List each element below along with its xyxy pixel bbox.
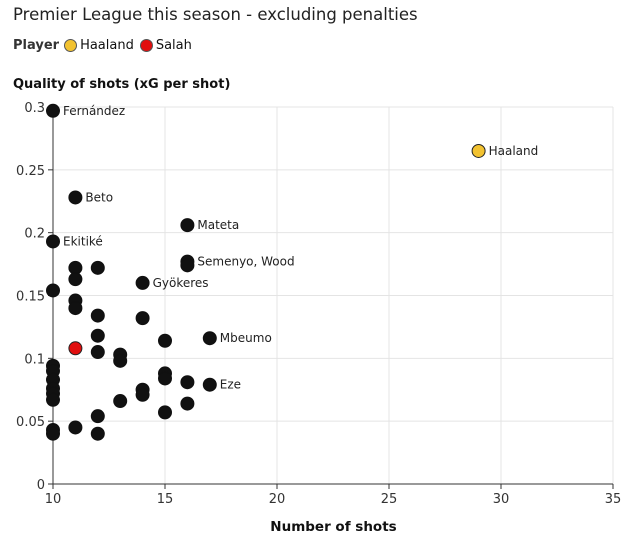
x-tick-label: 30 xyxy=(493,492,510,507)
legend-swatch-haaland xyxy=(64,39,78,52)
data-point xyxy=(158,371,172,386)
data-point xyxy=(180,396,195,411)
point-label: Beto xyxy=(85,190,113,204)
data-point xyxy=(46,234,60,249)
data-point xyxy=(68,301,83,316)
y-tick-label: 0.1 xyxy=(24,352,45,367)
y-tick-label: 0.3 xyxy=(24,101,45,116)
y-tick-label: 0.15 xyxy=(16,290,45,305)
y-tick-label: 0.25 xyxy=(16,164,45,179)
data-point xyxy=(90,328,105,343)
x-axis-label: Number of shots xyxy=(270,519,397,535)
legend-label-haaland: Haaland xyxy=(80,38,134,53)
data-point xyxy=(46,283,60,298)
data-point xyxy=(202,331,217,346)
data-point xyxy=(180,375,195,390)
legend-item-salah: Salah xyxy=(139,38,192,53)
data-point xyxy=(135,311,150,326)
legend-label-salah: Salah xyxy=(155,38,192,53)
data-point xyxy=(90,409,105,424)
x-tick-label: 10 xyxy=(45,492,62,507)
point-salah xyxy=(68,341,83,356)
data-point xyxy=(135,275,150,290)
point-label: Ekitiké xyxy=(63,234,103,248)
data-point xyxy=(202,377,217,392)
data-point xyxy=(90,260,105,275)
legend-item-haaland: Haaland xyxy=(64,38,134,53)
point-label: Mateta xyxy=(197,218,239,232)
data-point xyxy=(113,394,128,409)
data-point xyxy=(90,308,105,323)
point-label: Mbeumo xyxy=(220,331,272,345)
data-point xyxy=(113,353,128,368)
data-point xyxy=(46,392,60,407)
point-label: Haaland xyxy=(489,144,539,158)
data-point xyxy=(46,426,60,441)
data-point xyxy=(90,345,105,360)
point-label: Eze xyxy=(220,378,241,392)
point-label: Semenyo, Wood xyxy=(197,255,294,269)
x-tick-label: 20 xyxy=(269,492,286,507)
legend: Player Haaland Salah xyxy=(13,38,198,53)
x-tick-label: 15 xyxy=(157,492,174,507)
data-point xyxy=(180,218,195,233)
point-haaland xyxy=(471,143,486,158)
data-point xyxy=(46,103,60,118)
y-tick-label: 0.2 xyxy=(24,227,45,242)
y-tick-label: 0.05 xyxy=(16,415,45,430)
data-point xyxy=(90,426,105,441)
data-point xyxy=(68,190,83,205)
point-label: Gyökeres xyxy=(153,276,209,290)
x-tick-label: 25 xyxy=(381,492,398,507)
data-point xyxy=(68,420,83,435)
data-point xyxy=(158,333,172,348)
x-tick-label: 35 xyxy=(605,492,622,507)
chart-title: Premier League this season - excluding p… xyxy=(13,5,418,24)
data-point xyxy=(68,272,83,287)
data-point xyxy=(158,405,172,420)
y-axis-label: Quality of shots (xG per shot) xyxy=(13,77,231,92)
data-point xyxy=(180,258,195,273)
point-label: Fernández xyxy=(63,104,125,118)
y-tick-label: 0 xyxy=(37,478,45,493)
legend-title: Player xyxy=(13,38,60,53)
legend-swatch-salah xyxy=(139,39,153,52)
data-point xyxy=(135,387,150,402)
